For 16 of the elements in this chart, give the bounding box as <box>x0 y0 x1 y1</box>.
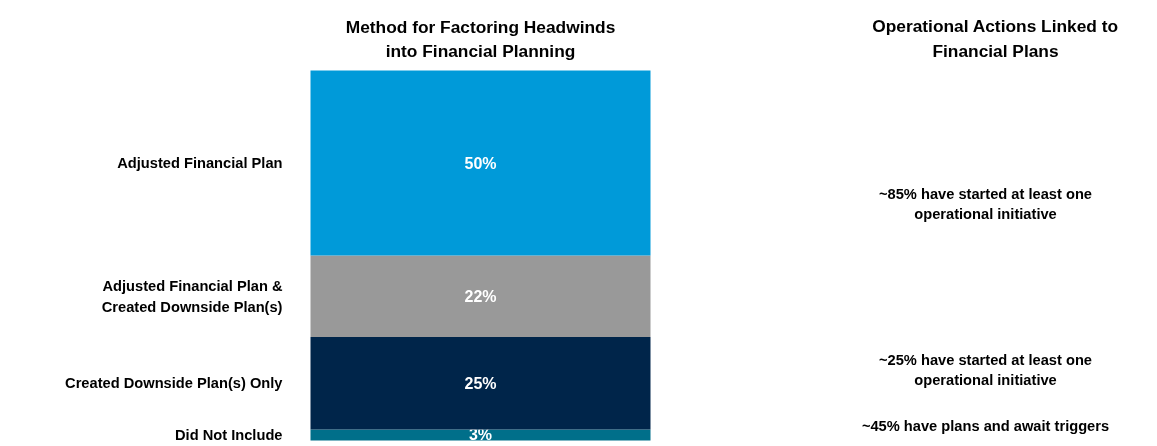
series-label: Adjusted Financial Plan <box>117 155 283 171</box>
text: ~85% have started at least one operational initiative <box>878 185 1093 222</box>
bar <box>310 70 651 256</box>
text: ~45% have plans and await triggers <box>861 417 1110 434</box>
series-label: Created Downside Plan(s) Only <box>65 375 284 392</box>
series-label: Did Not Include <box>175 426 283 443</box>
data-label: 50% <box>464 154 497 172</box>
text: Operational Actions Linked to Financial Plans <box>872 16 1119 61</box>
bar <box>310 336 651 430</box>
chart-title: Method for Factoring Headwinds into Financial Planning <box>345 16 616 61</box>
text: ~25% have started at least one operational initiative <box>878 351 1093 388</box>
bar <box>310 255 651 337</box>
bar <box>310 429 651 441</box>
data-label: 22% <box>464 287 497 305</box>
data-label: 25% <box>464 374 497 392</box>
series-label: Adjusted Financial Plan & Created Downside Plan(s) <box>101 277 283 315</box>
